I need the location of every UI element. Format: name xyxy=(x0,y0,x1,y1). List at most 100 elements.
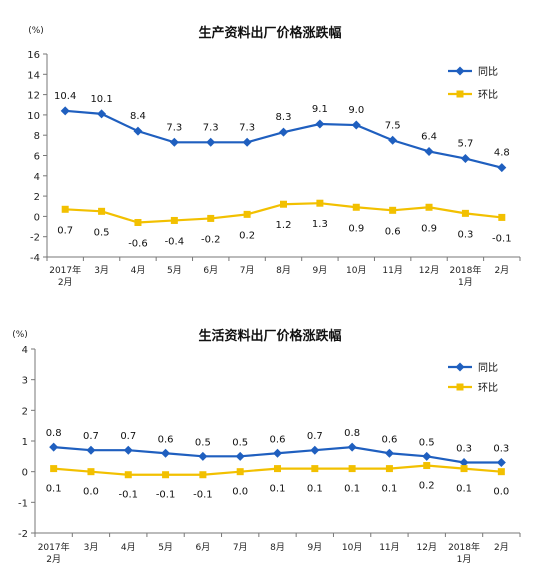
legend-marker-diamond-icon xyxy=(455,66,465,76)
y-tick-label: -2 xyxy=(30,233,40,244)
y-tick-label: -4 xyxy=(30,253,40,264)
data-label-mom: -0.1 xyxy=(492,233,512,244)
data-point-yoy xyxy=(206,137,216,147)
data-point-yoy xyxy=(384,448,394,458)
data-point-mom xyxy=(425,203,433,211)
data-label-yoy: 0.7 xyxy=(307,431,323,442)
x-tick-label: 1月 xyxy=(457,554,472,565)
data-label-yoy: 0.6 xyxy=(270,434,286,445)
data-label-mom: 0.5 xyxy=(94,227,110,238)
data-label-yoy: 10.1 xyxy=(90,94,112,105)
data-label-mom: -0.1 xyxy=(156,490,176,501)
x-tick-label: 2018年 xyxy=(449,264,481,276)
data-point-yoy xyxy=(97,109,107,119)
data-label-mom: 0.7 xyxy=(57,225,73,236)
legend-marker-square-icon xyxy=(456,383,464,391)
data-label-yoy: 0.3 xyxy=(456,443,472,454)
data-point-mom xyxy=(348,465,356,473)
data-point-yoy xyxy=(49,442,59,452)
y-tick-label: 12 xyxy=(27,91,40,102)
data-point-yoy xyxy=(497,163,507,173)
y-tick-label: 0 xyxy=(22,468,28,479)
x-tick-label: 6月 xyxy=(196,542,211,553)
x-tick-label: 2月 xyxy=(46,554,61,565)
data-point-yoy xyxy=(424,146,434,156)
data-point-mom xyxy=(385,465,393,473)
data-point-yoy xyxy=(198,451,208,461)
y-unit-label: (%) xyxy=(28,26,44,36)
data-label-yoy: 9.1 xyxy=(312,104,328,115)
data-label-yoy: 0.6 xyxy=(158,434,174,445)
x-tick-label: 12月 xyxy=(419,265,439,276)
y-tick-label: 6 xyxy=(34,152,40,163)
data-point-yoy xyxy=(460,154,470,164)
chart-title: 生活资料出厂价格涨跌幅 xyxy=(198,328,341,344)
x-tick-label: 4月 xyxy=(131,265,146,276)
data-point-yoy xyxy=(351,120,361,130)
data-point-yoy xyxy=(161,448,171,458)
y-tick-label: 3 xyxy=(22,376,28,387)
data-label-yoy: 10.4 xyxy=(54,91,76,102)
data-point-mom xyxy=(207,214,215,222)
x-tick-label: 2018年 xyxy=(448,541,480,553)
data-point-yoy xyxy=(86,445,96,455)
data-label-mom: -0.2 xyxy=(201,234,221,245)
data-label-mom: 0.2 xyxy=(419,481,435,492)
data-label-yoy: 0.3 xyxy=(493,443,509,454)
data-label-yoy: 0.8 xyxy=(46,428,62,439)
data-point-yoy xyxy=(310,445,320,455)
x-tick-label: 6月 xyxy=(203,265,218,276)
data-label-yoy: 0.6 xyxy=(381,434,397,445)
y-tick-label: 2 xyxy=(34,192,40,203)
data-point-mom xyxy=(274,465,281,473)
data-point-mom xyxy=(61,205,69,213)
data-point-mom xyxy=(460,465,468,473)
data-label-yoy: 9.0 xyxy=(348,105,364,116)
x-tick-label: 7月 xyxy=(240,265,255,276)
data-label-mom: 0.3 xyxy=(457,229,473,240)
legend-label: 同比 xyxy=(478,66,498,78)
y-tick-label: 14 xyxy=(27,70,40,81)
data-label-yoy: 7.5 xyxy=(385,120,401,131)
data-label-mom: 0.2 xyxy=(239,230,255,241)
legend-label: 环比 xyxy=(478,89,498,101)
data-label-mom: -0.6 xyxy=(128,238,148,249)
data-point-yoy xyxy=(242,137,252,147)
data-point-mom xyxy=(124,471,132,479)
data-label-mom: -0.1 xyxy=(119,490,139,501)
data-label-mom: 0.0 xyxy=(232,487,248,498)
data-point-mom xyxy=(316,199,324,207)
data-label-mom: 0.1 xyxy=(270,484,286,495)
data-point-yoy xyxy=(315,119,325,129)
y-tick-label: -2 xyxy=(18,529,28,540)
data-label-yoy: 5.7 xyxy=(457,139,473,150)
x-tick-label: 9月 xyxy=(313,265,328,276)
data-label-mom: 0.9 xyxy=(421,223,437,234)
x-tick-label: 11月 xyxy=(382,265,402,276)
x-tick-label: 12月 xyxy=(417,542,437,553)
data-point-yoy xyxy=(169,137,179,147)
legend-marker-diamond-icon xyxy=(455,362,465,372)
data-point-mom xyxy=(87,468,95,476)
data-label-yoy: 0.5 xyxy=(419,437,435,448)
data-point-mom xyxy=(461,209,469,217)
legend-label: 环比 xyxy=(478,382,498,394)
x-tick-label: 3月 xyxy=(94,265,109,276)
data-label-mom: 0.6 xyxy=(385,226,401,237)
x-tick-label: 1月 xyxy=(458,277,473,288)
data-label-mom: 0.1 xyxy=(46,484,62,495)
y-tick-label: -1 xyxy=(18,498,28,509)
data-label-mom: 0.1 xyxy=(381,484,397,495)
data-point-mom xyxy=(498,213,506,221)
data-point-mom xyxy=(236,468,244,476)
data-point-mom xyxy=(98,207,106,215)
x-tick-label: 2月 xyxy=(494,542,509,553)
data-point-mom xyxy=(352,203,360,211)
data-point-mom xyxy=(199,471,207,479)
x-tick-label: 4月 xyxy=(121,542,136,553)
legend-marker-square-icon xyxy=(456,90,464,98)
data-point-mom xyxy=(311,465,319,473)
x-tick-label: 9月 xyxy=(307,542,322,553)
data-point-yoy xyxy=(133,126,143,136)
